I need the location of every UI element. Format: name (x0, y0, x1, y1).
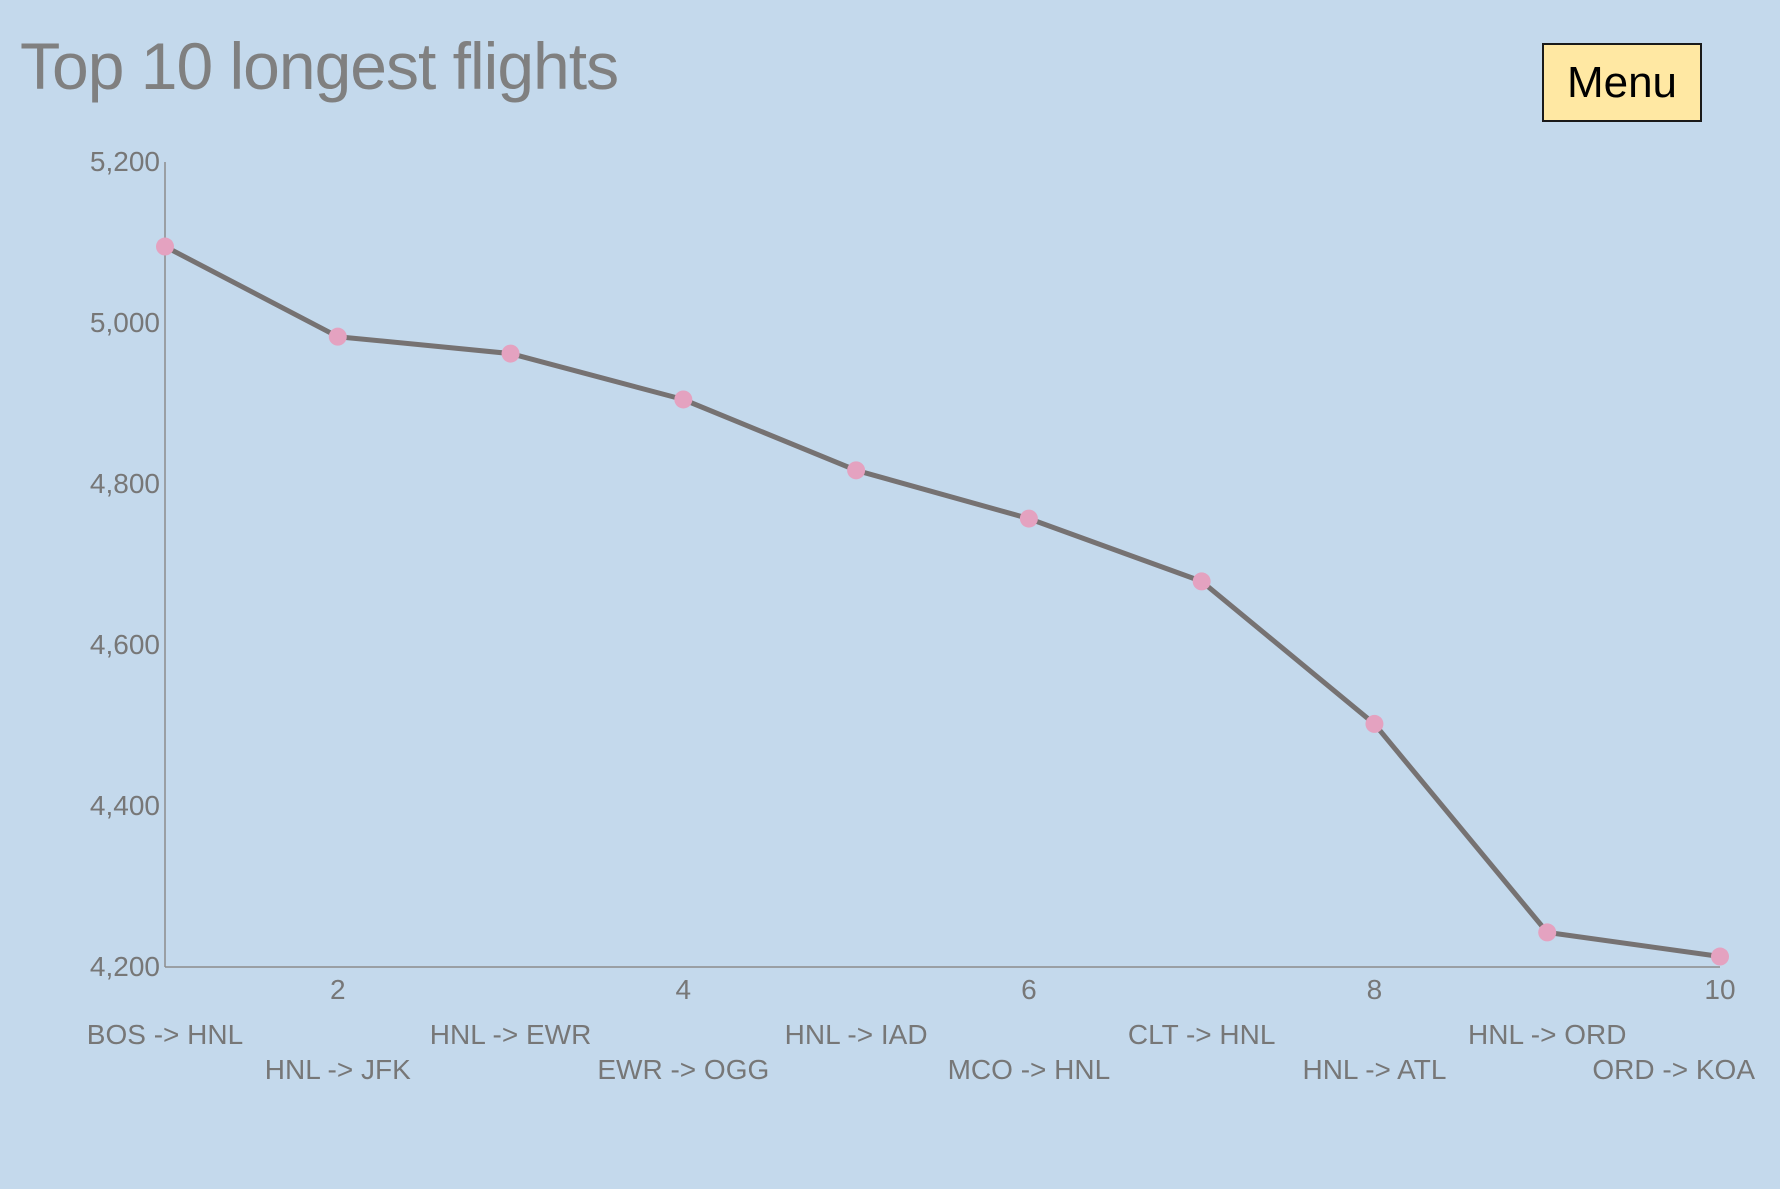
route-label: EWR -> OGG (597, 1054, 769, 1085)
x-tick-labels: 2 4 6 8 10 (330, 974, 1736, 1005)
y-tick-label: 4,200 (90, 951, 160, 982)
route-label: BOS -> HNL (87, 1019, 243, 1050)
y-tick-label: 5,000 (90, 307, 160, 338)
x-tick-label: 2 (330, 974, 346, 1005)
y-tick-label: 4,800 (90, 468, 160, 499)
data-point (1711, 947, 1729, 966)
x-tick-label: 8 (1367, 974, 1383, 1005)
chart-title: Top 10 longest flights (20, 29, 619, 103)
route-label: CLT -> HNL (1128, 1019, 1276, 1050)
route-label: HNL -> JFK (265, 1054, 411, 1085)
data-point (674, 390, 693, 409)
data-point (328, 327, 347, 346)
x-tick-label: 10 (1704, 974, 1735, 1005)
data-point (1538, 923, 1557, 942)
y-tick-label: 4,600 (90, 629, 160, 660)
y-tick-label: 5,200 (90, 146, 160, 177)
route-label: ORD -> KOA (1592, 1054, 1755, 1085)
route-label: HNL -> EWR (430, 1019, 592, 1050)
x-axis: 2 4 6 8 10 (165, 966, 1736, 1005)
x-tick-label: 6 (1021, 974, 1037, 1005)
x-tick-label: 4 (676, 974, 692, 1005)
data-point (156, 237, 174, 256)
data-points (156, 237, 1729, 966)
y-tick-labels: 4,200 4,400 4,600 4,800 5,000 5,200 (90, 146, 160, 982)
route-label: HNL -> IAD (785, 1019, 928, 1050)
route-label: MCO -> HNL (948, 1054, 1111, 1085)
route-label: HNL -> ATL (1302, 1054, 1446, 1085)
y-axis: 4,200 4,400 4,600 4,800 5,000 5,200 (90, 146, 166, 982)
data-point (1019, 509, 1038, 528)
data-point (1192, 572, 1211, 591)
route-label: HNL -> ORD (1468, 1019, 1626, 1050)
data-point (501, 344, 520, 363)
y-tick-label: 4,400 (90, 790, 160, 821)
menu-button[interactable]: Menu (1542, 43, 1702, 122)
data-point (847, 461, 866, 480)
data-point (1365, 714, 1384, 733)
series-line (163, 244, 1721, 959)
